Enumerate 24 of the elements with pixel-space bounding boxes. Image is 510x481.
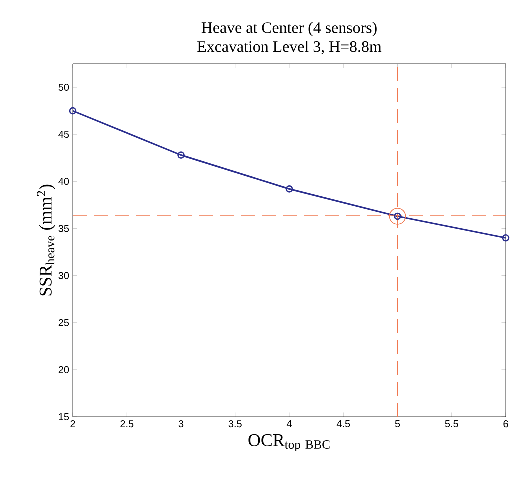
- x-tick-label: 4.5: [336, 420, 350, 428]
- x-tick-label: 3: [178, 420, 184, 428]
- y-tick-label: 25: [58, 319, 70, 326]
- y-tick-label: 45: [58, 131, 70, 138]
- y-tick-label: 50: [58, 84, 70, 92]
- point: [389, 208, 406, 225]
- point: [178, 152, 185, 159]
- y-tick-label: 35: [58, 225, 70, 232]
- x-tick-label: 2.5: [120, 420, 134, 428]
- y-tick-label: 20: [58, 366, 70, 374]
- x-axis-title: $\mathrm{OCR}_{\mathrm{top\ BBC}}$: [248, 434, 330, 452]
- y-tick-label: 30: [58, 272, 70, 280]
- y-tick-label: 15: [59, 414, 70, 420]
- chart-subtitle: Excavation Level 3, H=8.8m: [198, 40, 382, 54]
- y-tick-label: 40: [58, 178, 70, 186]
- x-tick-label: 3.5: [228, 420, 242, 428]
- x-tick-label: 6: [504, 420, 508, 428]
- chart-title: Heave at Center (4 sensors): [202, 22, 377, 37]
- x-tick-label: 2: [70, 420, 76, 428]
- point: [286, 186, 294, 193]
- y-axis-title: SSR$_{heave}$ (mm$^{2}$): [37, 184, 56, 296]
- x-tick-label: 5: [395, 420, 400, 428]
- x-tick-label: 4: [286, 420, 292, 428]
- x-tick-label: 5.5: [445, 420, 458, 428]
